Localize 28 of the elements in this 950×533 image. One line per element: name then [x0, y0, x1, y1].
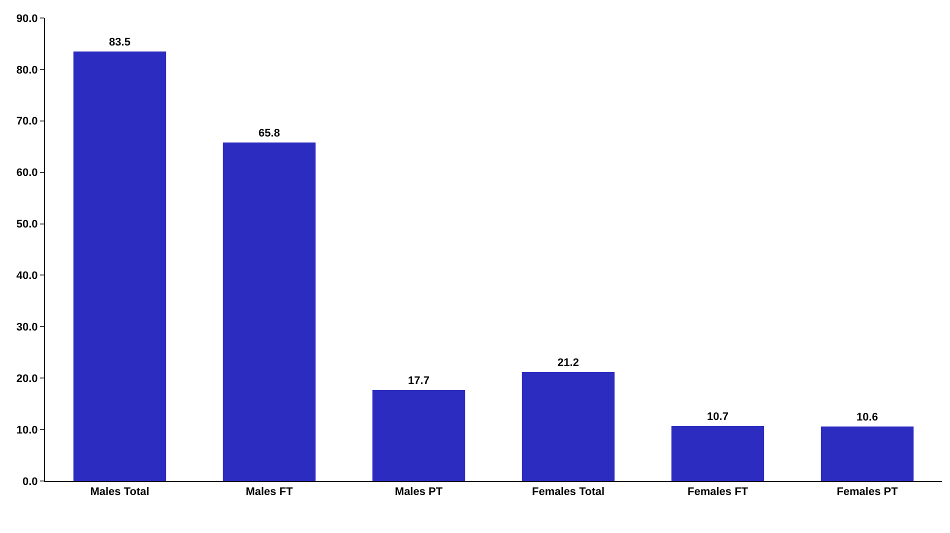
x-tick-label: Females PT — [836, 486, 898, 498]
bar — [222, 142, 316, 481]
y-tick-label: 20.0 — [16, 372, 38, 385]
y-tick-label: 80.0 — [16, 64, 38, 76]
y-tick-label: 10.0 — [16, 424, 38, 436]
data-label: 21.2 — [558, 356, 579, 369]
y-tick-label: 50.0 — [16, 218, 38, 231]
x-tick-label: Females FT — [687, 486, 748, 498]
y-tick-label: 90.0 — [16, 12, 38, 25]
bar — [820, 426, 914, 481]
y-tick-label: 70.0 — [16, 116, 38, 128]
x-tick-label: Females Total — [532, 486, 605, 498]
y-tick-label: 0.0 — [22, 476, 38, 488]
data-label: 10.7 — [707, 410, 728, 423]
x-tick-label: Males Total — [90, 486, 150, 498]
bar — [671, 426, 764, 481]
bar — [522, 372, 615, 481]
x-tick-label: Males FT — [246, 486, 294, 498]
data-label: 17.7 — [408, 374, 430, 387]
y-tick-label: 30.0 — [16, 322, 38, 334]
data-label: 10.6 — [856, 411, 878, 424]
data-label: 65.8 — [258, 128, 280, 140]
x-tick-label: Males PT — [394, 486, 443, 498]
bar — [73, 51, 166, 481]
y-tick-label: 40.0 — [16, 270, 38, 282]
data-label: 83.5 — [109, 36, 130, 48]
y-tick-label: 60.0 — [16, 167, 38, 180]
bar — [372, 390, 466, 481]
